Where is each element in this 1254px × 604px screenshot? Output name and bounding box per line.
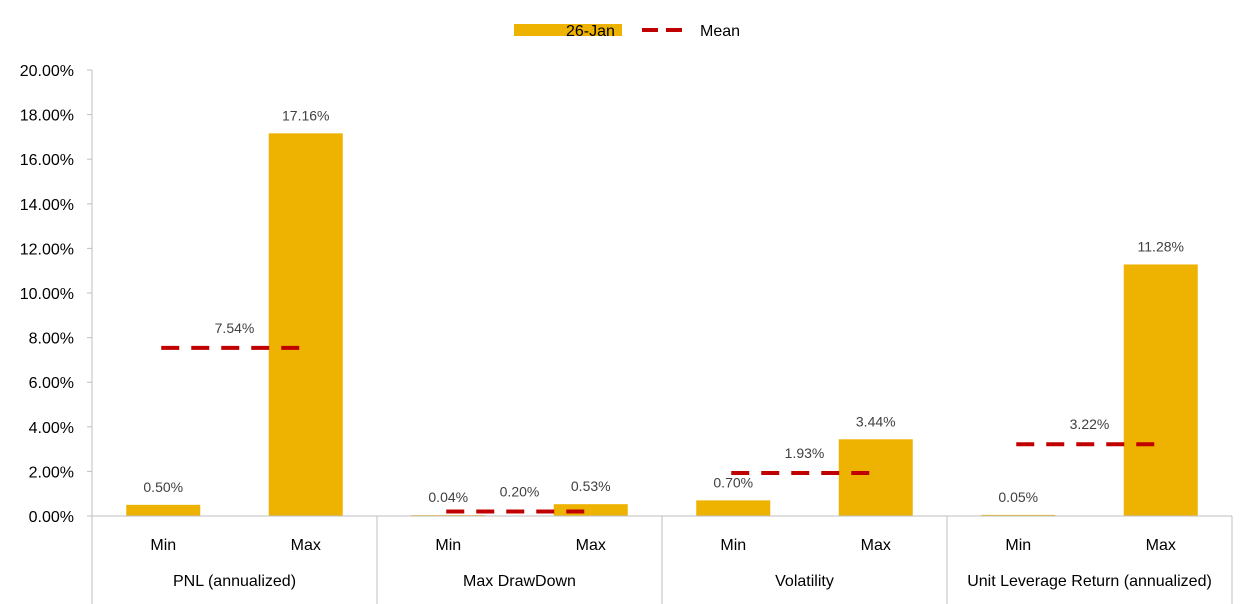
y-axis: 0.00% 2.00% 4.00% 6.00% 8.00% 10.00% 12.00% 14.… — [20, 63, 93, 526]
legend: 26-Jan Mean — [514, 23, 740, 40]
y-tick-label: 12.00% — [20, 241, 74, 258]
bar-value-label: 17.16% — [282, 107, 329, 123]
bar-value-label: 3.44% — [856, 413, 896, 429]
y-tick-label: 18.00% — [20, 108, 74, 125]
bar — [268, 133, 343, 516]
bar-value-label: 0.05% — [998, 489, 1038, 505]
category-label: Max — [291, 537, 321, 554]
category-label: Max — [861, 537, 891, 554]
y-tick-label: 6.00% — [29, 375, 74, 392]
category-label: Min — [435, 537, 461, 554]
bar-value-label: 0.53% — [571, 478, 611, 494]
bar — [696, 500, 771, 516]
bar — [981, 514, 1056, 516]
y-tick-label: 0.00% — [29, 509, 74, 526]
legend-label: Mean — [700, 23, 740, 40]
bar — [838, 439, 913, 516]
y-tick-label: 16.00% — [20, 152, 74, 169]
y-tick-label: 4.00% — [29, 420, 74, 437]
group-label: Unit Leverage Return (annualized) — [967, 573, 1212, 590]
legend-swatch-bar — [514, 24, 622, 36]
mean-value-label: 7.54% — [215, 320, 255, 336]
plot-area: 0.50% 17.16% 7.54% 0.04% 0.53% 0.20% 0.70% 3.44… — [126, 107, 1198, 516]
bar — [1123, 264, 1198, 516]
mean-value-label: 3.22% — [1070, 416, 1110, 432]
bar-value-label: 0.04% — [428, 489, 468, 505]
y-tick-label: 2.00% — [29, 464, 74, 481]
bar — [126, 504, 201, 516]
y-tick-label: 14.00% — [20, 197, 74, 214]
category-label: Min — [720, 537, 746, 554]
group-label: PNL (annualized) — [173, 573, 296, 590]
y-tick-label: 8.00% — [29, 331, 74, 348]
category-label: Max — [1146, 537, 1176, 554]
bar-value-label: 0.70% — [713, 474, 753, 490]
category-label: Min — [150, 537, 176, 554]
category-label: Max — [576, 537, 606, 554]
x-axis: Min Max PNL (annualized) Min Max Max DrawDown… — [91, 515, 1233, 604]
bar-value-label: 11.28% — [1138, 238, 1184, 254]
group-label: Max DrawDown — [463, 573, 576, 590]
y-tick-label: 10.00% — [20, 286, 74, 303]
mean-value-label: 1.93% — [785, 445, 825, 461]
mean-value-label: 0.20% — [500, 484, 540, 500]
group-label: Volatility — [775, 573, 834, 590]
bar-value-label: 0.50% — [143, 479, 183, 495]
category-label: Min — [1005, 537, 1031, 554]
y-tick-label: 20.00% — [20, 63, 74, 80]
legend-label: 26-Jan — [566, 23, 615, 40]
bar — [553, 504, 628, 516]
